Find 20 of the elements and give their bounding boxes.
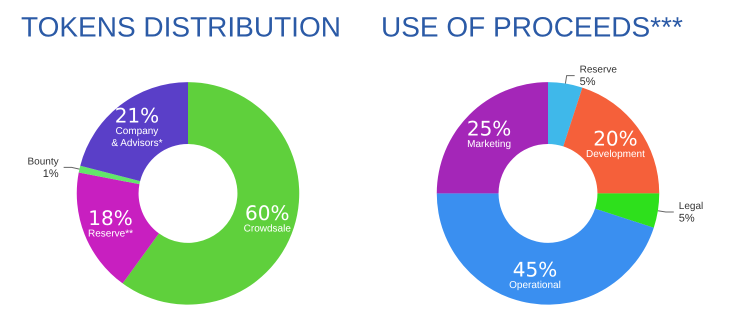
data-label: 20% [593, 126, 638, 150]
chart-title: TOKENS DISTRIBUTION [21, 12, 341, 42]
data-label: 5% [678, 212, 695, 225]
data-label: 45% [512, 258, 558, 282]
data-label: 21% [114, 104, 160, 128]
data-label: 1% [42, 168, 59, 180]
slice-label: Reserve [580, 64, 618, 76]
slice-label: Company & Advisors* [111, 126, 163, 150]
slice-label: Legal [678, 201, 704, 212]
slice-label: Development [586, 148, 646, 160]
slice-label: Operational [509, 280, 561, 292]
chart-title: USE OF PROCEEDS*** [381, 12, 683, 42]
slice-label: Bounty [27, 156, 59, 168]
slice-label: Reserve** [88, 228, 134, 240]
data-label: 25% [466, 116, 512, 140]
data-label: 18% [88, 206, 133, 230]
slice-label: Marketing [467, 138, 512, 150]
slice-label: Crowdsale [244, 224, 292, 235]
data-label: 60% [245, 201, 290, 226]
data-label: 5% [580, 76, 596, 88]
